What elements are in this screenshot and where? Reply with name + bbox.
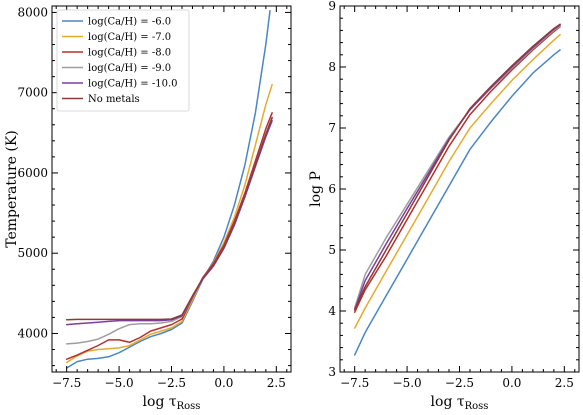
pres-series-line-0 <box>353 49 561 356</box>
pres-y-tick-label: 8 <box>328 60 336 74</box>
temp-x-tick-label: 0.0 <box>214 376 233 390</box>
legend-label-4: log(Ca/H) = -10.0 <box>88 79 178 90</box>
pres-series-line-3 <box>353 25 561 309</box>
pres-plot-frame <box>339 5 580 373</box>
temp-series-line-4 <box>65 120 273 326</box>
pres-y-tick-label: 7 <box>328 121 336 135</box>
temp-y-tick-label: 8000 <box>17 5 48 19</box>
temp-x-tick-label: −7.5 <box>52 376 81 390</box>
legend-label-5: No metals <box>88 94 140 105</box>
temp-x-tick-label: 2.5 <box>267 376 286 390</box>
pres-x-tick-label: 2.5 <box>555 376 574 390</box>
pres-y-tick-label: 6 <box>328 182 336 196</box>
temperature-panel: −7.5 −5.0 −2.5 0.0 2.5 4000 5000 6000 7000 8000 lo… <box>4 5 292 412</box>
temp-series-line-3 <box>65 117 273 345</box>
temp-x-tick-label: −5.0 <box>105 376 134 390</box>
temp-x-axis-label: log τRoss <box>143 394 201 412</box>
pres-y-axis-label: log P <box>308 171 324 207</box>
pres-y-tick-label: 4 <box>328 304 336 318</box>
temp-series-line-1 <box>65 83 273 364</box>
pres-series-line-1 <box>353 33 561 329</box>
legend-label-1: log(Ca/H) = -7.0 <box>88 32 171 43</box>
temp-series-line-0 <box>65 10 271 369</box>
pres-x-axis-label-main: log τ <box>431 394 465 410</box>
temp-y-tick-label: 4000 <box>17 326 48 340</box>
temp-x-axis-label-sub: Ross <box>177 401 201 412</box>
temp-y-tick-label: 6000 <box>17 166 48 180</box>
pres-y-tick-label: 5 <box>328 243 336 257</box>
pres-series-line-2 <box>353 25 561 313</box>
temp-y-tick-label: 7000 <box>17 86 48 100</box>
temp-series-line-2 <box>65 112 273 360</box>
pres-series-line-5 <box>353 23 561 311</box>
pres-x-tick-label: 0.0 <box>502 376 521 390</box>
temp-y-tick-label: 5000 <box>17 246 48 260</box>
legend-label-2: log(Ca/H) = -8.0 <box>88 48 171 59</box>
legend-label-0: log(Ca/H) = -6.0 <box>88 17 171 28</box>
temp-x-tick-label: −2.5 <box>157 376 186 390</box>
pres-series-line-4 <box>353 24 561 311</box>
temp-y-axis-label: Temperature (K) <box>4 130 20 248</box>
pres-x-axis-label: log τRoss <box>431 394 489 412</box>
legend-label-3: log(Ca/H) = -9.0 <box>88 63 171 74</box>
pres-x-axis-label-sub: Ross <box>465 401 489 412</box>
pres-x-tick-label: −5.0 <box>393 376 422 390</box>
pres-y-tick-label: 9 <box>328 0 336 13</box>
temp-x-axis-label-main: log τ <box>143 394 177 410</box>
pres-y-tick-label: 3 <box>328 365 336 379</box>
pres-x-tick-label: −2.5 <box>445 376 474 390</box>
pressure-panel: −7.5 −5.0 −2.5 0.0 2.5 3 4 5 6 7 8 9 log τRoss log P <box>308 0 580 412</box>
temp-series-line-5 <box>65 116 273 321</box>
pres-x-tick-label: −7.5 <box>340 376 369 390</box>
legend-box <box>56 9 190 112</box>
legend: log(Ca/H) = -6.0 log(Ca/H) = -7.0 log(Ca/H… <box>56 9 190 112</box>
